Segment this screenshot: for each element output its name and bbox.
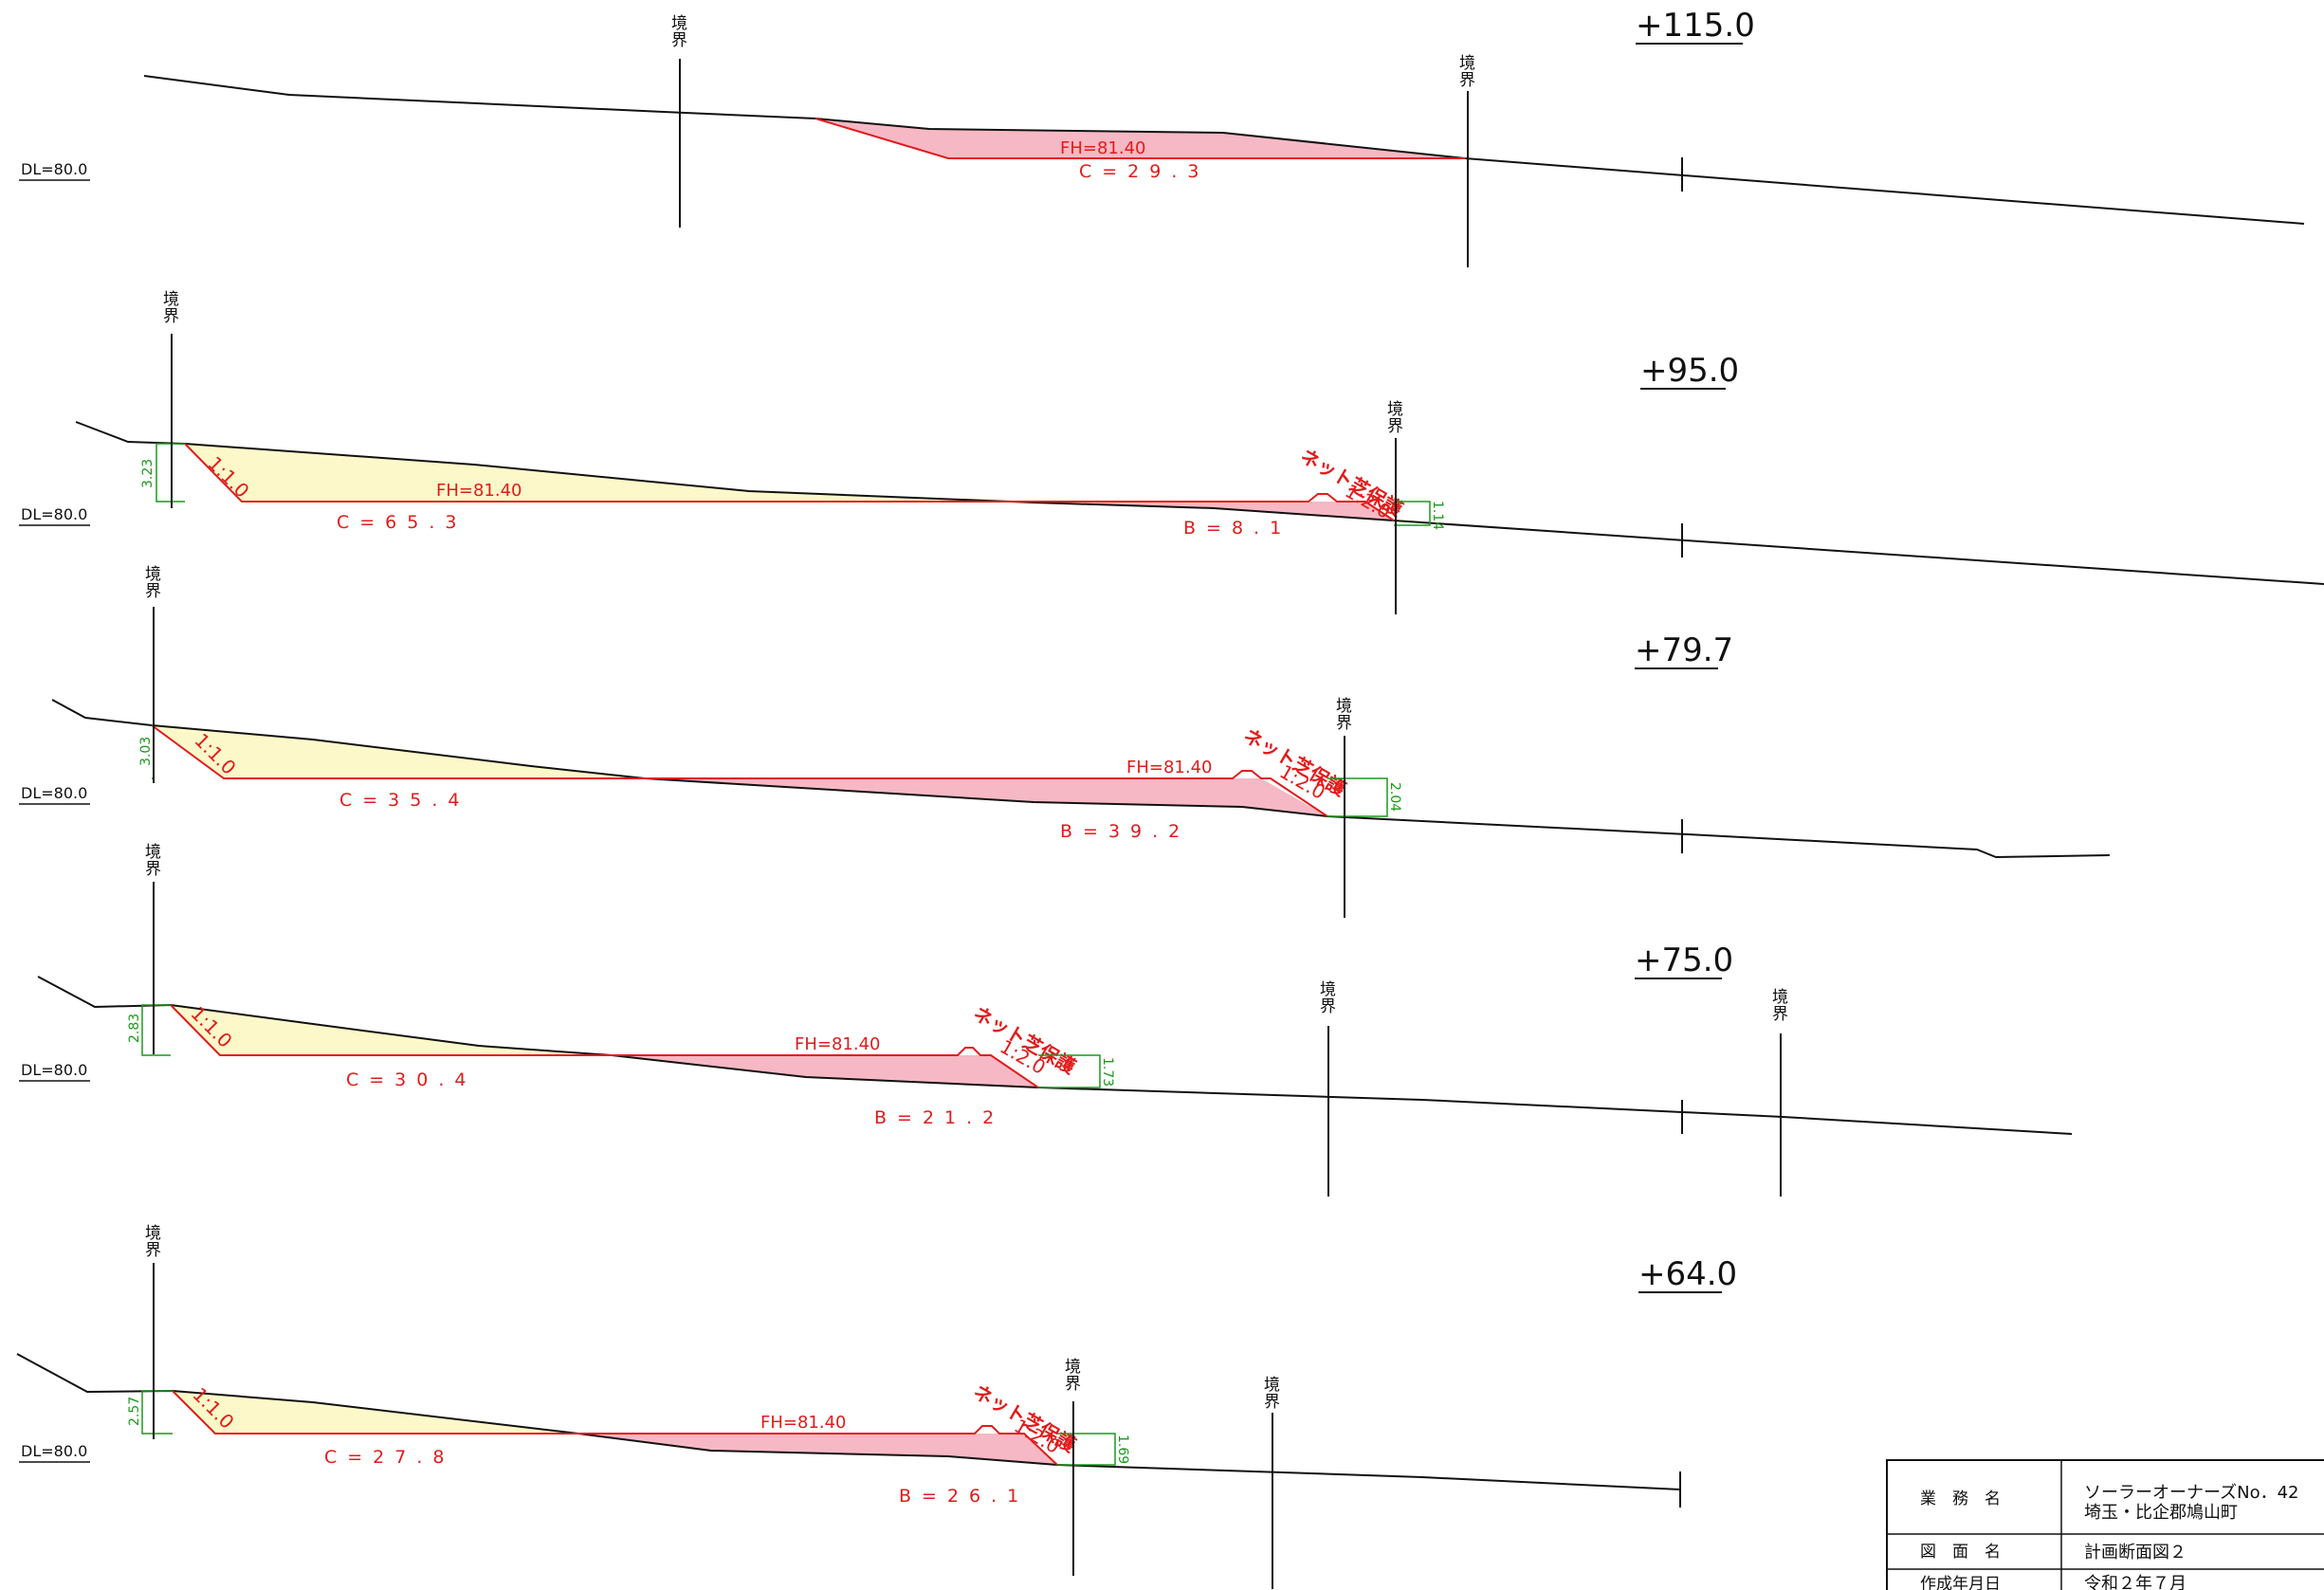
cut-volume-label: C=29.3 (1079, 161, 1210, 182)
boundary-label: 境界 (163, 290, 179, 326)
station-label: +64.0 (1638, 1255, 1737, 1293)
design-line (814, 118, 1465, 159)
design-line (172, 1390, 1058, 1466)
cut-height-label: 3.03 (138, 737, 154, 766)
section-79-7: +79.7 DL=80.0 FH=81.40 C=35.4 B=39.2 1:1… (19, 565, 2111, 918)
boundary-label: 境界 (1459, 54, 1475, 90)
fill-height-label: 1.69 (1115, 1435, 1130, 1464)
section-75: +75.0 DL=80.0 FH=81.40 C=30.4 B=21.2 1:1… (19, 843, 2073, 1197)
cut-height-label: 2.57 (127, 1397, 142, 1426)
fill-height-label: 1.14 (1430, 501, 1445, 530)
cut-area (173, 1391, 578, 1434)
fill-volume-label: B=21.2 (874, 1107, 1004, 1128)
cut-area (171, 1005, 612, 1055)
title-block-value-date: 令和２年７月 (2084, 1574, 2187, 1590)
datum-label: DL=80.0 (21, 505, 87, 523)
cut-area (185, 444, 1052, 503)
design-line (170, 1004, 1039, 1088)
title-block: 業 務 名 ソーラーオーナーズNo．42 埼玉・比企郡鳩山町 図 面 名 計画断… (1886, 1459, 2324, 1590)
fh-label: FH=81.40 (436, 481, 522, 501)
cut-height-label: 3.23 (140, 459, 156, 488)
title-block-value-business: ソーラーオーナーズNo．42 (2084, 1483, 2298, 1503)
ground-line (16, 1353, 1681, 1490)
title-block-value-drawing: 計画断面図２ (2084, 1543, 2187, 1563)
fill-area (578, 1434, 1057, 1465)
cut-height-dimension (141, 1004, 171, 1056)
cut-volume-label: C=65.3 (337, 512, 467, 533)
boundary-label: 境界 (1336, 697, 1352, 733)
title-block-label-drawing: 図 面 名 (1920, 1543, 2001, 1562)
title-block-label-date: 作成年月日 (1920, 1575, 2001, 1590)
fh-label: FH=81.40 (760, 1413, 847, 1433)
fill-area (815, 119, 1465, 158)
datum-label: DL=80.0 (21, 1442, 87, 1460)
fh-label: FH=81.40 (1060, 138, 1146, 158)
datum-label: DL=80.0 (21, 160, 87, 178)
fh-label: FH=81.40 (795, 1034, 881, 1054)
section-95: +95.0 DL=80.0 FH=81.40 C=65.3 B=8.1 1:1.… (19, 290, 2324, 614)
cut-height-label: 2.83 (127, 1014, 142, 1043)
boundary-label: 境界 (1065, 1358, 1081, 1394)
fill-area (1052, 502, 1394, 521)
boundary-label: 境界 (1772, 988, 1788, 1024)
cut-volume-label: C=27.8 (324, 1447, 455, 1468)
section-115: +115.0 DL=80.0 FH=81.40 C=29.3 境界 境界 (19, 7, 2305, 267)
boundary-label: 境界 (145, 565, 161, 601)
fill-height-dimension (1394, 501, 1431, 526)
fill-height-dimension (1057, 1433, 1116, 1466)
cut-volume-label: C=30.4 (346, 1069, 477, 1090)
boundary-label: 境界 (1320, 980, 1336, 1016)
boundary-label: 境界 (671, 14, 687, 50)
title-block-label-business: 業 務 名 (1920, 1489, 2001, 1508)
fill-height-dimension (1038, 1054, 1101, 1088)
fill-area (612, 1055, 1038, 1087)
cut-volume-label: C=35.4 (339, 790, 470, 811)
title-block-value-location: 埼玉・比企郡鳩山町 (2084, 1503, 2238, 1523)
boundary-label: 境界 (1387, 400, 1403, 436)
section-64: +64.0 DL=80.0 FH=81.40 C=27.8 B=26.1 1:1… (16, 1224, 1737, 1589)
fill-height-dimension (1327, 777, 1388, 817)
boundary-label: 境界 (145, 1224, 161, 1260)
ground-line (75, 421, 2324, 585)
station-label: +95.0 (1640, 352, 1739, 390)
boundary-label: 境界 (145, 843, 161, 879)
datum-label: DL=80.0 (21, 1061, 87, 1079)
design-line (184, 443, 1395, 521)
fill-height-label: 1.73 (1100, 1057, 1115, 1087)
ground-line (143, 75, 2305, 225)
station-label: +115.0 (1636, 7, 1755, 45)
boundary-label: 境界 (1264, 1376, 1280, 1412)
station-label: +75.0 (1635, 941, 1733, 979)
station-label: +79.7 (1635, 631, 1733, 669)
cut-height-dimension (141, 1390, 173, 1435)
fill-volume-label: B=39.2 (1060, 821, 1190, 842)
datum-label: DL=80.0 (21, 784, 87, 802)
fill-volume-label: B=26.1 (899, 1486, 1029, 1507)
design-line (151, 724, 1328, 817)
fh-label: FH=81.40 (1126, 758, 1213, 777)
fill-volume-label: B=8.1 (1183, 518, 1291, 539)
fill-height-label: 2.04 (1387, 782, 1402, 812)
